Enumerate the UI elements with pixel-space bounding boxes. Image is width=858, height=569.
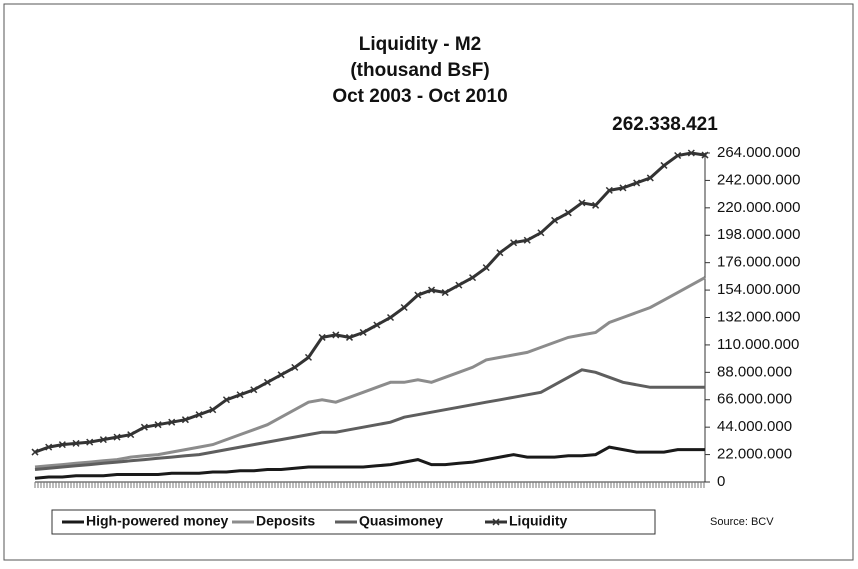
y-tick-label: 154.000.000 (717, 281, 800, 298)
legend-label: Liquidity (509, 513, 568, 529)
series-marker (236, 391, 244, 399)
series-marker (58, 441, 66, 449)
legend-marker (492, 518, 500, 526)
y-tick-label: 242.000.000 (717, 171, 800, 188)
series-marker (332, 331, 340, 339)
series-marker (72, 439, 80, 447)
legend-label: Deposits (256, 513, 315, 529)
series-marker (523, 236, 531, 244)
series-marker (31, 448, 39, 456)
series-marker (455, 281, 463, 289)
y-tick-label: 0 (717, 473, 725, 490)
y-tick-label: 22.000.000 (717, 446, 792, 463)
series-marker (140, 423, 148, 431)
y-tick-label: 264.000.000 (717, 144, 800, 161)
y-tick-label: 88.000.000 (717, 363, 792, 380)
series-marker (386, 313, 395, 322)
series-line (34, 445, 705, 480)
series-marker (414, 291, 422, 299)
series-marker (263, 378, 271, 386)
series-line (34, 276, 706, 469)
series-marker (127, 431, 135, 439)
series-marker (373, 321, 381, 329)
chart-subtitle: (thousand BsF) (350, 60, 489, 81)
source: Source: BCV (710, 516, 774, 528)
series-marker (99, 436, 107, 444)
legend-label: High-powered money (86, 513, 229, 529)
series-marker (86, 438, 94, 446)
series-marker (551, 216, 559, 224)
series-line (34, 151, 706, 454)
series-marker (564, 209, 572, 217)
series-marker (304, 353, 312, 361)
series-marker (428, 286, 436, 294)
y-tick-label: 132.000.000 (717, 308, 800, 325)
legend-label: Quasimoney (359, 513, 443, 529)
series-marker (660, 161, 668, 169)
series-marker (469, 274, 477, 282)
series-marker (291, 363, 299, 371)
y-tick-label: 176.000.000 (717, 254, 800, 271)
y-tick-label: 220.000.000 (717, 199, 800, 216)
series-marker (646, 174, 654, 182)
y-tick-label: 110.000.000 (717, 336, 799, 353)
series-marker (345, 333, 354, 341)
series-marker (619, 184, 627, 192)
series-marker (687, 149, 695, 157)
series-marker (181, 416, 189, 424)
series-line (34, 368, 705, 471)
series-marker (701, 151, 709, 159)
series-marker (209, 406, 217, 414)
series-marker (359, 328, 367, 336)
series-marker (605, 186, 613, 194)
series-marker (496, 249, 504, 257)
y-tick-label: 66.000.000 (717, 391, 792, 408)
series-marker (277, 371, 285, 379)
series-marker (45, 443, 53, 451)
series-marker (578, 199, 586, 207)
y-tick-label: 198.000.000 (717, 226, 800, 243)
legend-box (51, 509, 656, 535)
y-tick-label: 44.000.000 (717, 418, 792, 435)
series-marker (510, 239, 518, 247)
series-marker (633, 179, 641, 187)
series-marker (441, 289, 449, 297)
chart-title: Liquidity - M2 (359, 34, 481, 55)
series-marker (674, 151, 682, 160)
chart-subtitle: Oct 2003 - Oct 2010 (332, 86, 507, 107)
series-marker (318, 333, 326, 341)
series-marker (592, 201, 600, 209)
series-marker (482, 264, 490, 272)
series-marker (400, 303, 408, 312)
series-marker (195, 411, 203, 419)
frame (3, 3, 854, 561)
series-marker (113, 433, 121, 441)
series-marker (250, 386, 258, 394)
series-marker (537, 229, 545, 237)
series-marker (168, 418, 176, 426)
series-marker (222, 396, 230, 404)
series-marker (154, 421, 162, 429)
annotation: 262.338.421 (612, 114, 718, 135)
